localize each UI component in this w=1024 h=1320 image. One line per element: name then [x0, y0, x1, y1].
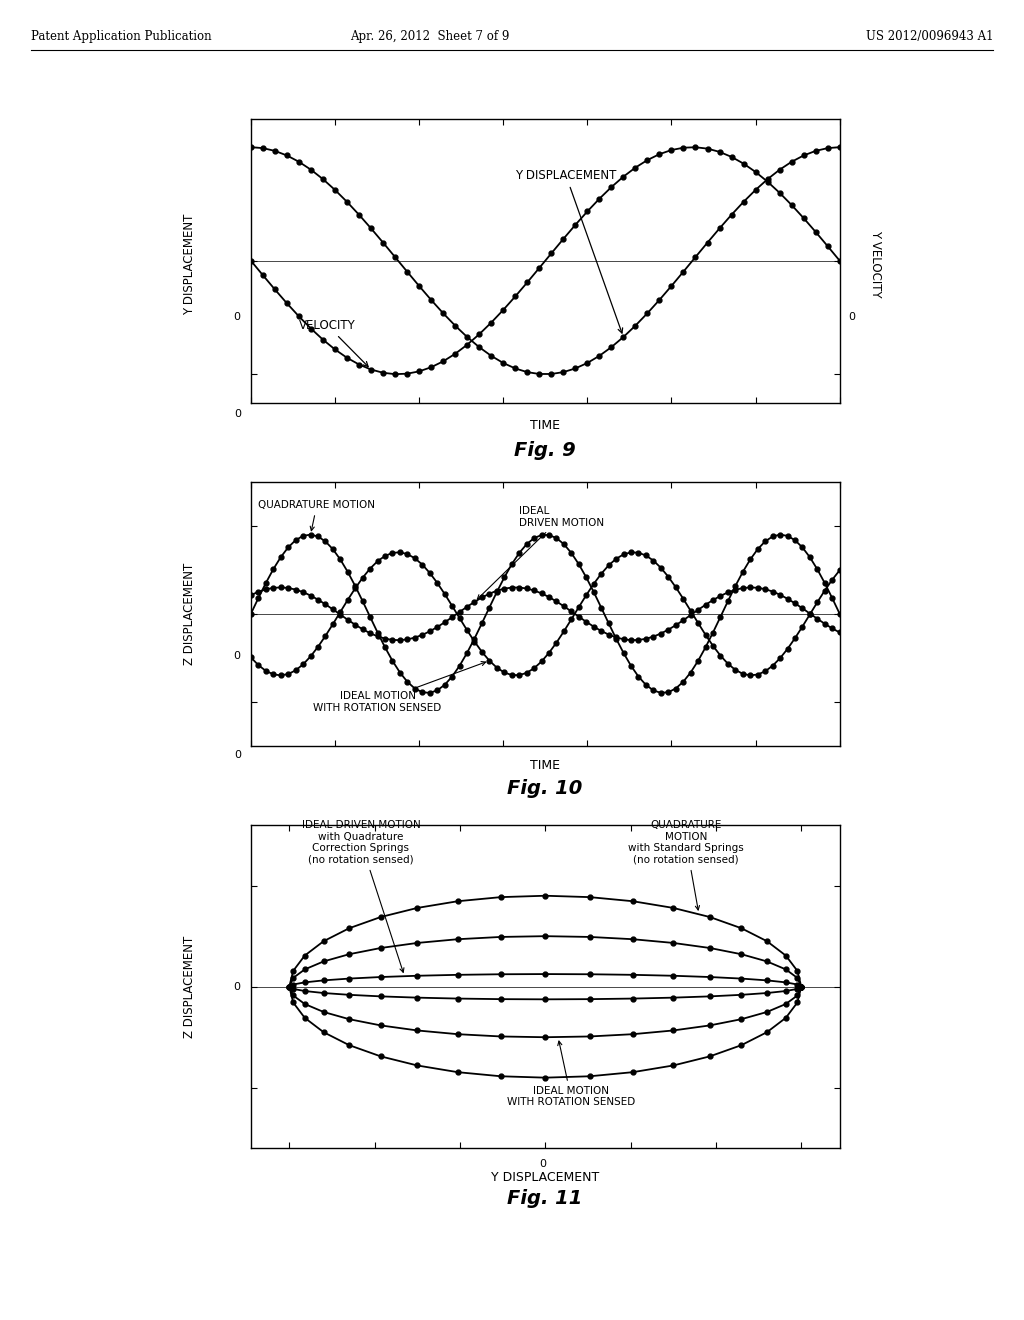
- Text: IDEAL
DRIVEN MOTION: IDEAL DRIVEN MOTION: [477, 506, 604, 599]
- Text: Apr. 26, 2012  Sheet 7 of 9: Apr. 26, 2012 Sheet 7 of 9: [350, 30, 510, 44]
- Text: 0: 0: [233, 312, 241, 322]
- Text: IDEAL MOTION
WITH ROTATION SENSED: IDEAL MOTION WITH ROTATION SENSED: [313, 661, 485, 713]
- Text: QUADRATURE MOTION: QUADRATURE MOTION: [258, 500, 376, 531]
- Text: 0: 0: [540, 1159, 546, 1170]
- Text: IDEAL DRIVEN MOTION
with Quadrature
Correction Springs
(no rotation sensed): IDEAL DRIVEN MOTION with Quadrature Corr…: [302, 820, 420, 973]
- Text: Fig. 9: Fig. 9: [514, 441, 575, 459]
- Text: TIME: TIME: [529, 759, 560, 772]
- Text: Y DISPLACEMENT: Y DISPLACEMENT: [490, 1171, 599, 1184]
- Text: 0: 0: [233, 651, 241, 661]
- Text: 0: 0: [234, 750, 241, 760]
- Text: VELOCITY: VELOCITY: [299, 319, 368, 367]
- Text: Z DISPLACEMENT: Z DISPLACEMENT: [183, 562, 196, 665]
- Text: TIME: TIME: [529, 418, 560, 432]
- Text: Patent Application Publication: Patent Application Publication: [31, 30, 211, 44]
- Text: 0: 0: [233, 982, 241, 993]
- Text: Y DISPLACEMENT: Y DISPLACEMENT: [515, 169, 623, 333]
- Text: Fig. 11: Fig. 11: [507, 1189, 583, 1208]
- Text: QUADRATURE
MOTION
with Standard Springs
(no rotation sensed): QUADRATURE MOTION with Standard Springs …: [628, 820, 744, 909]
- Text: 0: 0: [234, 409, 241, 420]
- Text: Z DISPLACEMENT: Z DISPLACEMENT: [183, 936, 196, 1039]
- Text: US 2012/0096943 A1: US 2012/0096943 A1: [865, 30, 993, 44]
- Text: 0: 0: [848, 312, 855, 322]
- Text: Fig. 10: Fig. 10: [507, 779, 583, 797]
- Text: Y DISPLACEMENT: Y DISPLACEMENT: [183, 214, 196, 314]
- Text: IDEAL MOTION
WITH ROTATION SENSED: IDEAL MOTION WITH ROTATION SENSED: [507, 1041, 635, 1107]
- Text: Y VELOCITY: Y VELOCITY: [869, 230, 882, 298]
